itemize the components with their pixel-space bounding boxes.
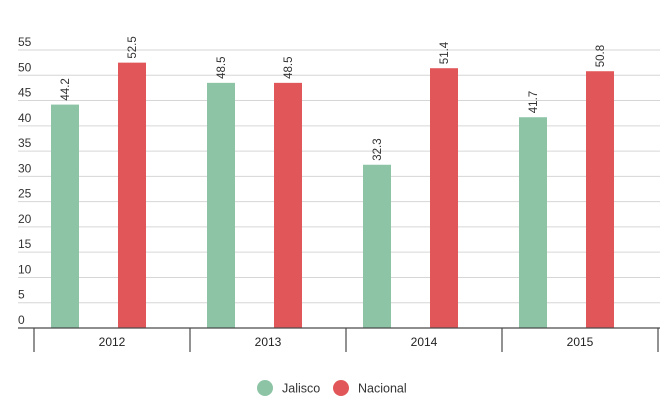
x-axis: 2012 2013 2014 2015 (18, 327, 660, 352)
y-tick-label: 35 (18, 136, 32, 150)
y-tick-label: 0 (18, 313, 25, 327)
y-axis-ticks: 0 5 10 15 20 25 30 35 40 45 50 55 (18, 35, 32, 327)
y-tick-label: 55 (18, 35, 32, 49)
y-tick-label: 5 (18, 288, 25, 302)
bar-nacional-2013 (274, 82, 302, 328)
y-tick-label: 50 (18, 60, 32, 74)
legend-swatch-nacional (333, 380, 349, 396)
legend-label-nacional: Nacional (358, 382, 407, 396)
bar-jalisco-2014 (363, 164, 391, 328)
bar-jalisco-2015 (519, 117, 547, 328)
data-label: 52.5 (127, 36, 139, 58)
y-tick-label: 45 (18, 86, 32, 100)
x-tick-label: 2014 (411, 335, 438, 349)
legend-swatch-jalisco (257, 380, 273, 396)
legend: Jalisco Nacional (257, 380, 407, 396)
data-label: 48.5 (283, 56, 295, 78)
y-tick-label: 10 (18, 262, 32, 276)
y-tick-label: 30 (18, 161, 32, 175)
legend-label-jalisco: Jalisco (282, 382, 320, 396)
x-tick-label: 2013 (255, 335, 282, 349)
data-label: 51.4 (439, 41, 451, 64)
bar-nacional-2012 (118, 62, 146, 329)
data-labels: 44.2 52.5 48.5 48.5 32.3 51.4 41.7 50.8 (60, 36, 607, 160)
y-tick-label: 15 (18, 237, 32, 251)
data-label: 44.2 (60, 78, 72, 100)
bar-jalisco-2013 (207, 82, 235, 328)
data-label: 48.5 (216, 56, 228, 78)
data-label: 32.3 (372, 138, 384, 160)
bar-nacional-2015 (586, 71, 614, 328)
bars (51, 62, 614, 329)
x-tick-label: 2012 (99, 335, 126, 349)
y-tick-label: 40 (18, 111, 32, 125)
y-tick-label: 20 (18, 212, 32, 226)
data-label: 50.8 (595, 45, 607, 67)
data-label: 41.7 (528, 91, 540, 113)
x-tick-label: 2015 (567, 335, 594, 349)
bar-nacional-2014 (430, 68, 458, 329)
gridlines (18, 49, 660, 304)
y-tick-label: 25 (18, 187, 32, 201)
bar-jalisco-2012 (51, 104, 79, 329)
